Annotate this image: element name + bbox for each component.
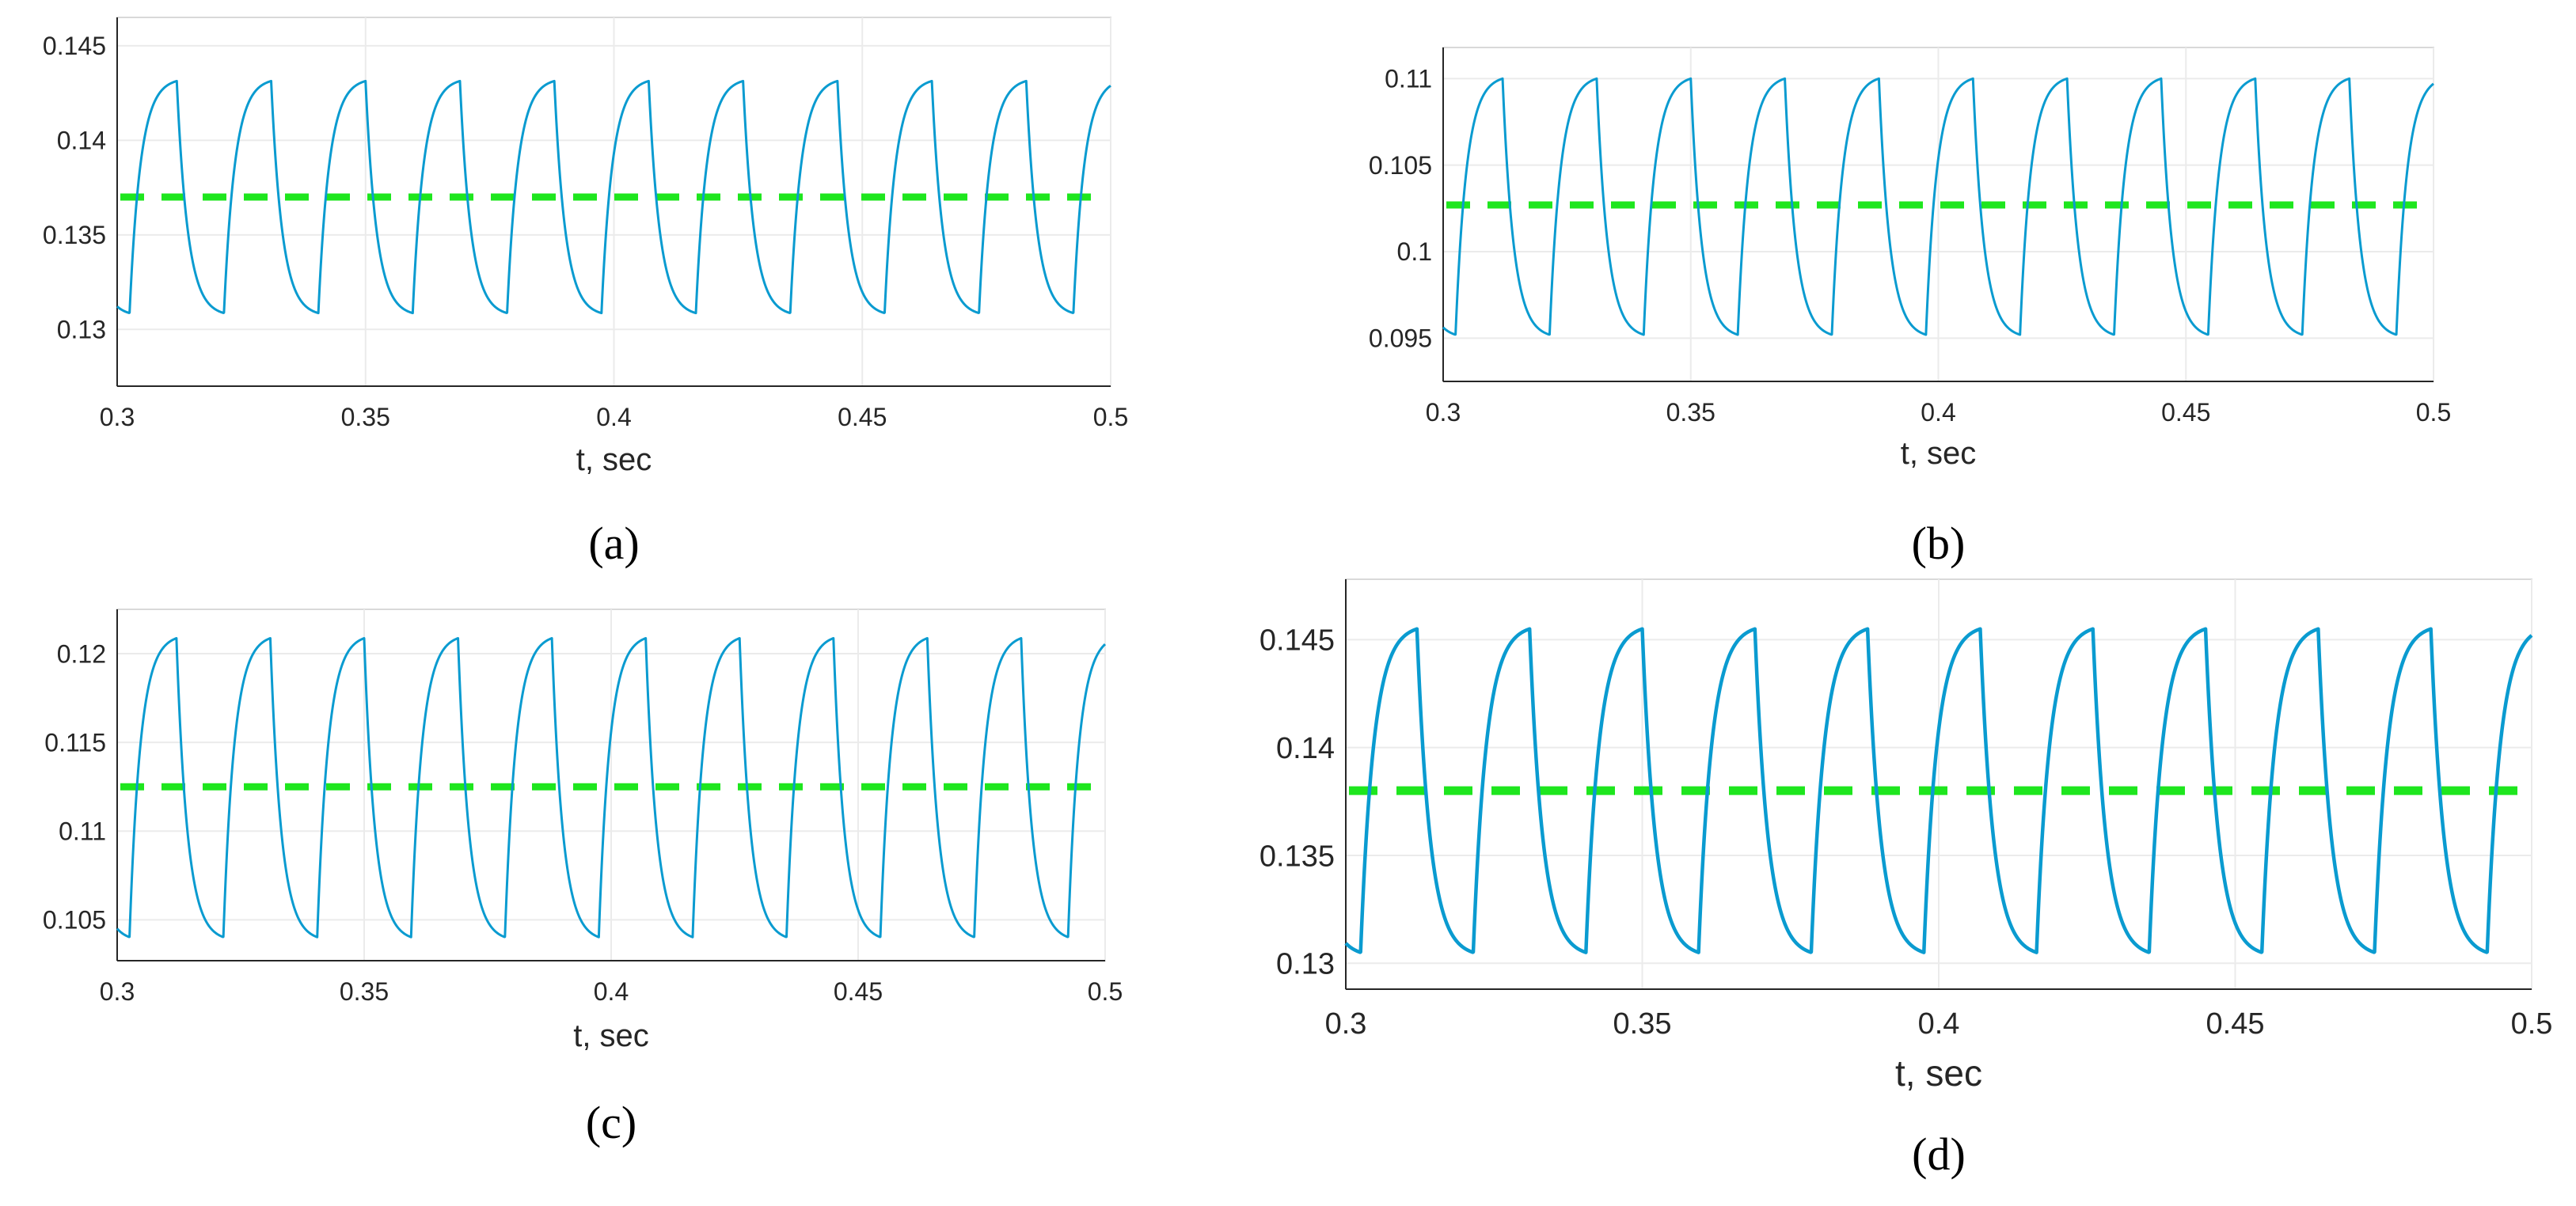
x-axis-label: t, sec bbox=[573, 1018, 649, 1053]
y-tick-label: 0.145 bbox=[43, 32, 106, 60]
y-tick-label: 0.105 bbox=[43, 906, 106, 935]
y-tick-label: 0.13 bbox=[57, 316, 106, 344]
y-tick-label: 0.14 bbox=[1276, 732, 1335, 765]
x-tick-label: 0.4 bbox=[1918, 1007, 1960, 1041]
x-tick-label: 0.5 bbox=[1093, 403, 1128, 431]
y-tick-label: 0.14 bbox=[57, 127, 106, 155]
x-tick-label: 0.3 bbox=[1325, 1007, 1367, 1041]
panel-label: (b) bbox=[1912, 518, 1966, 569]
y-tick-label: 0.135 bbox=[1260, 840, 1335, 873]
y-tick-label: 0.12 bbox=[57, 639, 106, 668]
chart-panel-b: 0.3 0.35 0.4 0.45 0.5 0.095 0.1 0.105 0.11 t, sec… bbox=[1369, 47, 2451, 569]
x-tick-label: 0.45 bbox=[2161, 398, 2210, 427]
x-tick-label: 0.35 bbox=[1613, 1007, 1672, 1041]
y-tick-label: 0.13 bbox=[1276, 948, 1335, 981]
y-tick-label: 0.11 bbox=[1385, 65, 1432, 93]
x-tick-label: 0.4 bbox=[594, 977, 629, 1006]
x-tick-label: 0.5 bbox=[1088, 977, 1123, 1006]
x-tick-label: 0.4 bbox=[596, 403, 631, 431]
x-tick-label: 0.35 bbox=[1666, 398, 1715, 427]
x-tick-label: 0.35 bbox=[341, 403, 390, 431]
y-tick-label: 0.095 bbox=[1369, 324, 1432, 353]
chart-panel-d: 0.3 0.35 0.4 0.45 0.5 0.13 0.135 0.14 0.145 t, se… bbox=[1260, 578, 2553, 1180]
y-tick-label: 0.145 bbox=[1260, 624, 1335, 658]
x-axis-label: t, sec bbox=[576, 442, 652, 477]
y-tick-label: 0.135 bbox=[43, 221, 106, 249]
x-tick-label: 0.5 bbox=[2416, 398, 2451, 427]
x-tick-label: 0.45 bbox=[838, 403, 887, 431]
x-tick-label: 0.45 bbox=[834, 977, 883, 1006]
chart-panel-a: 0.3 0.35 0.4 0.45 0.5 0.13 0.135 0.14 0.145 t, se… bbox=[43, 17, 1128, 569]
x-tick-label: 0.4 bbox=[1921, 398, 1955, 427]
x-axis-label: t, sec bbox=[1895, 1052, 1982, 1094]
y-tick-label: 0.1 bbox=[1397, 237, 1432, 266]
signal-line bbox=[116, 79, 1111, 315]
signal-line bbox=[1442, 77, 2434, 336]
x-tick-label: 0.3 bbox=[1426, 398, 1461, 427]
signal-line bbox=[116, 636, 1107, 939]
panel-label: (d) bbox=[1912, 1128, 1966, 1180]
panel-label: (c) bbox=[586, 1097, 636, 1148]
y-tick-label: 0.11 bbox=[59, 817, 106, 846]
x-tick-label: 0.5 bbox=[2511, 1007, 2553, 1041]
panel-label: (a) bbox=[588, 518, 639, 569]
y-tick-label: 0.105 bbox=[1369, 151, 1432, 180]
x-tick-label: 0.45 bbox=[2206, 1007, 2265, 1041]
y-tick-label: 0.115 bbox=[44, 728, 106, 757]
x-tick-label: 0.3 bbox=[100, 977, 135, 1006]
x-axis-label: t, sec bbox=[1901, 436, 1977, 471]
x-tick-label: 0.35 bbox=[340, 977, 389, 1006]
signal-line bbox=[1344, 627, 2533, 954]
chart-panel-c: 0.3 0.35 0.4 0.45 0.5 0.105 0.11 0.115 0.12 t, se… bbox=[43, 609, 1123, 1148]
x-tick-label: 0.3 bbox=[100, 403, 135, 431]
